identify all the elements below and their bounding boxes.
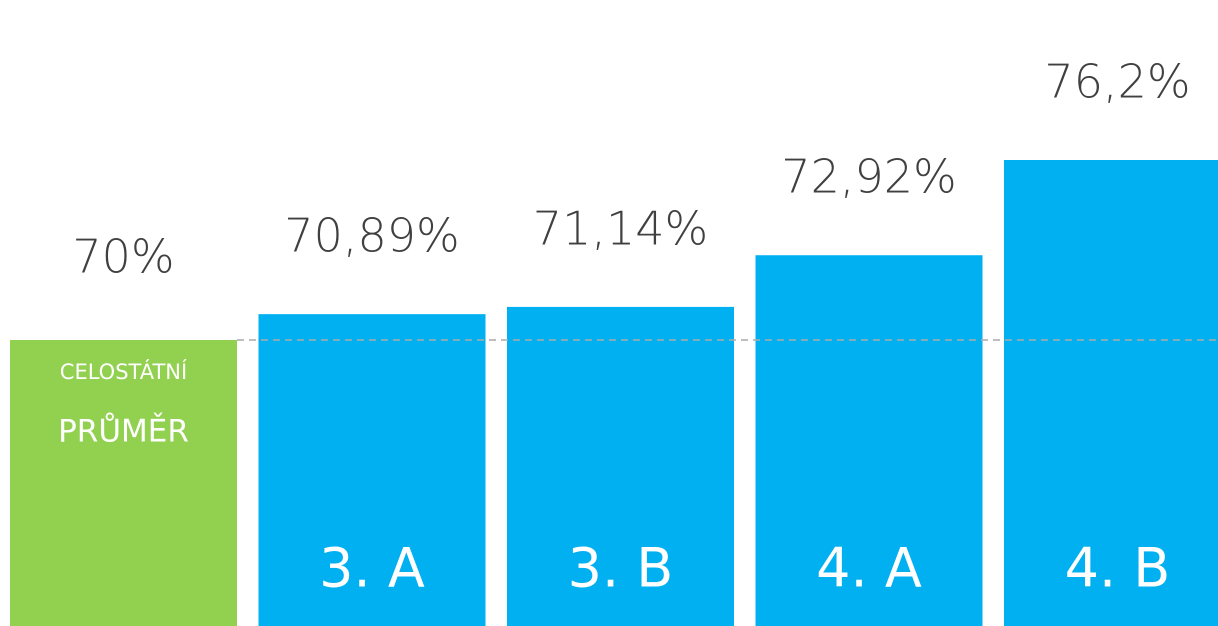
category-label: 4. A	[816, 537, 922, 600]
reference-label: CELOSTÁTNÍ	[60, 359, 187, 384]
bar	[755, 255, 983, 626]
value-label: 72,92%	[781, 150, 956, 204]
reference-bar	[10, 340, 237, 626]
value-label: 71,14%	[533, 201, 708, 255]
reference-label: PRŮMĚR	[58, 413, 189, 450]
category-label: 4. B	[1065, 537, 1171, 600]
value-label: 70,89%	[284, 209, 459, 263]
bar	[507, 306, 734, 626]
bar	[1004, 160, 1218, 626]
category-label: 3. B	[568, 537, 674, 600]
value-label: 76,2%	[1044, 55, 1190, 109]
reference-value-label: 70%	[72, 230, 174, 284]
bar	[258, 314, 486, 626]
category-label: 3. A	[319, 537, 425, 600]
